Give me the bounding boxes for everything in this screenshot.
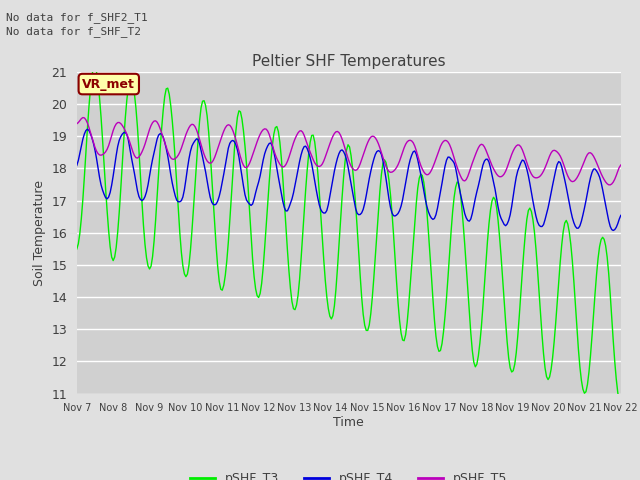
pSHF_T4 — [588, 169, 596, 175]
pSHF_T3 — [73, 246, 81, 252]
pSHF_T4 — [609, 228, 617, 233]
pSHF_T4 — [255, 179, 262, 185]
pSHF_T5 — [264, 128, 271, 134]
pSHF_T3 — [264, 200, 271, 206]
pSHF_T3 — [312, 152, 320, 158]
pSHF_T4 — [237, 164, 244, 169]
Text: No data for f_SHF_T2: No data for f_SHF_T2 — [6, 26, 141, 37]
Line: pSHF_T3: pSHF_T3 — [77, 67, 621, 407]
Title: Peltier SHF Temperatures: Peltier SHF Temperatures — [252, 54, 445, 70]
pSHF_T3 — [141, 241, 149, 247]
pSHF_T5 — [588, 151, 596, 157]
pSHF_T5 — [141, 141, 149, 147]
pSHF_T5 — [73, 121, 81, 127]
pSHF_T5 — [237, 154, 244, 160]
pSHF_T3 — [237, 109, 244, 115]
Text: No data for f_SHF2_T1: No data for f_SHF2_T1 — [6, 12, 148, 23]
pSHF_T5 — [617, 162, 625, 168]
Legend: pSHF_T3, pSHF_T4, pSHF_T5: pSHF_T3, pSHF_T4, pSHF_T5 — [185, 467, 513, 480]
pSHF_T5 — [312, 162, 320, 168]
pSHF_T4 — [617, 213, 625, 218]
Y-axis label: Soil Temperature: Soil Temperature — [33, 180, 45, 286]
pSHF_T5 — [79, 115, 86, 120]
Line: pSHF_T5: pSHF_T5 — [77, 118, 621, 185]
pSHF_T3 — [588, 333, 596, 339]
pSHF_T4 — [141, 194, 149, 200]
pSHF_T5 — [606, 182, 614, 188]
pSHF_T3 — [617, 404, 625, 409]
pSHF_T3 — [255, 295, 262, 300]
pSHF_T4 — [264, 143, 271, 149]
Text: VR_met: VR_met — [83, 78, 135, 91]
X-axis label: Time: Time — [333, 416, 364, 429]
Line: pSHF_T4: pSHF_T4 — [77, 129, 621, 230]
pSHF_T5 — [255, 135, 262, 141]
pSHF_T4 — [312, 187, 320, 192]
pSHF_T3 — [91, 64, 99, 70]
pSHF_T4 — [73, 163, 81, 168]
pSHF_T4 — [84, 126, 92, 132]
